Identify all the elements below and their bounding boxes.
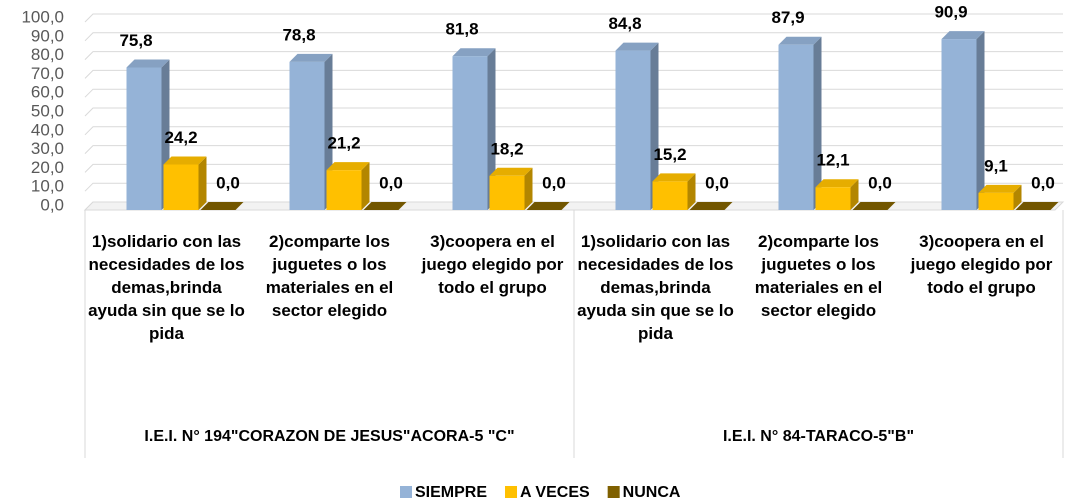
x-tick-label: 2)comparte los juguetes o los materiales… — [265, 232, 394, 320]
bar — [978, 192, 1014, 210]
value-label: 0,0 — [216, 173, 240, 192]
bar-top — [1015, 202, 1059, 210]
y-tick-label: 90,0 — [31, 26, 64, 45]
y-tick-label: 80,0 — [31, 45, 64, 64]
x-tick-label: 1)solidario con las necesidades de los d… — [88, 232, 245, 343]
bar-top — [615, 42, 659, 51]
value-label: 0,0 — [542, 173, 566, 192]
value-label: 21,2 — [327, 134, 360, 153]
group-label: I.E.I. N° 84-TARACO-5"B" — [722, 428, 915, 445]
bar-side — [1013, 184, 1022, 210]
bar — [615, 50, 651, 210]
value-label: 12,1 — [816, 151, 849, 170]
legend-swatch — [505, 486, 518, 498]
group-label: I.E.I. N° 194"CORAZON DE JESUS"ACORA-5 "… — [144, 428, 515, 445]
value-label: 9,1 — [984, 156, 1008, 175]
bar — [163, 164, 199, 210]
legend-label: A VECES — [520, 484, 590, 501]
y-tick-label: 0,0 — [40, 195, 64, 214]
bar — [652, 181, 688, 210]
legend-label: SIEMPRE — [415, 484, 487, 501]
bar — [289, 61, 325, 210]
y-tick-label: 100,0 — [21, 7, 64, 26]
bar-top — [489, 167, 533, 176]
x-tick-label: 3)coopera en el juego elegido por todo e… — [910, 232, 1053, 297]
bar-top — [941, 31, 985, 40]
value-label: 0,0 — [379, 173, 403, 192]
x-tick-label: 2)comparte los juguetes o los materiales… — [754, 232, 883, 320]
legend-label: NUNCA — [623, 484, 681, 501]
bar-side — [850, 179, 859, 210]
grid-line — [84, 182, 1063, 192]
bar-side — [976, 31, 985, 210]
grid-line — [84, 88, 1063, 98]
value-label: 0,0 — [1031, 173, 1055, 192]
value-label: 24,2 — [164, 128, 197, 147]
bar-side — [487, 48, 496, 210]
value-label: 84,8 — [608, 14, 641, 33]
bar-top — [689, 202, 733, 210]
bar-top — [289, 53, 333, 62]
grid-line — [84, 107, 1063, 117]
value-label: 18,2 — [490, 139, 523, 158]
bar-side — [361, 162, 370, 210]
grid-line — [84, 13, 1063, 23]
bar-side — [198, 156, 207, 210]
legend-swatch — [607, 486, 620, 498]
y-tick-label: 30,0 — [31, 139, 64, 158]
bar — [452, 56, 488, 210]
value-label: 0,0 — [705, 173, 729, 192]
grid-line — [84, 69, 1063, 79]
grid-line — [84, 163, 1063, 173]
y-tick-label: 70,0 — [31, 64, 64, 83]
value-label: 81,8 — [445, 20, 478, 39]
value-label: 75,8 — [119, 31, 152, 50]
bar-top — [815, 179, 859, 188]
legend-swatch — [400, 486, 412, 498]
y-tick-label: 60,0 — [31, 83, 64, 102]
value-label: 90,9 — [934, 3, 967, 22]
grid-line — [84, 145, 1063, 154]
value-label: 78,8 — [282, 25, 315, 44]
bar — [941, 39, 977, 210]
bar-top — [126, 59, 170, 68]
bar-top — [652, 173, 696, 182]
value-label: 87,9 — [771, 8, 804, 27]
bar — [489, 175, 525, 210]
value-label: 15,2 — [653, 145, 686, 164]
bar-top — [852, 202, 896, 210]
y-tick-label: 40,0 — [31, 120, 64, 139]
y-tick-label: 50,0 — [31, 101, 64, 120]
x-tick-label: 1)solidario con las necesidades de los d… — [577, 232, 734, 343]
bar-top — [326, 162, 370, 171]
bar-top — [200, 202, 244, 210]
bar-side — [687, 173, 696, 210]
bar-top — [526, 202, 570, 210]
bar-top — [163, 156, 207, 165]
bar-side — [524, 167, 533, 210]
bar — [326, 170, 362, 210]
bar-top — [978, 184, 1022, 193]
x-tick-label: 3)coopera en el juego elegido por todo e… — [421, 232, 564, 297]
bar — [126, 67, 162, 210]
bar — [815, 187, 851, 210]
value-label: 0,0 — [868, 173, 892, 192]
bar-side — [813, 36, 822, 210]
bar — [778, 44, 814, 210]
bar-top — [363, 202, 407, 210]
grid-line — [84, 51, 1063, 60]
grid-line — [84, 32, 1063, 42]
bar-side — [650, 42, 659, 210]
y-tick-label: 20,0 — [31, 158, 64, 177]
grid-line — [84, 126, 1063, 136]
y-tick-label: 10,0 — [31, 177, 64, 196]
bar-top — [452, 48, 496, 57]
bar-top — [778, 36, 822, 45]
